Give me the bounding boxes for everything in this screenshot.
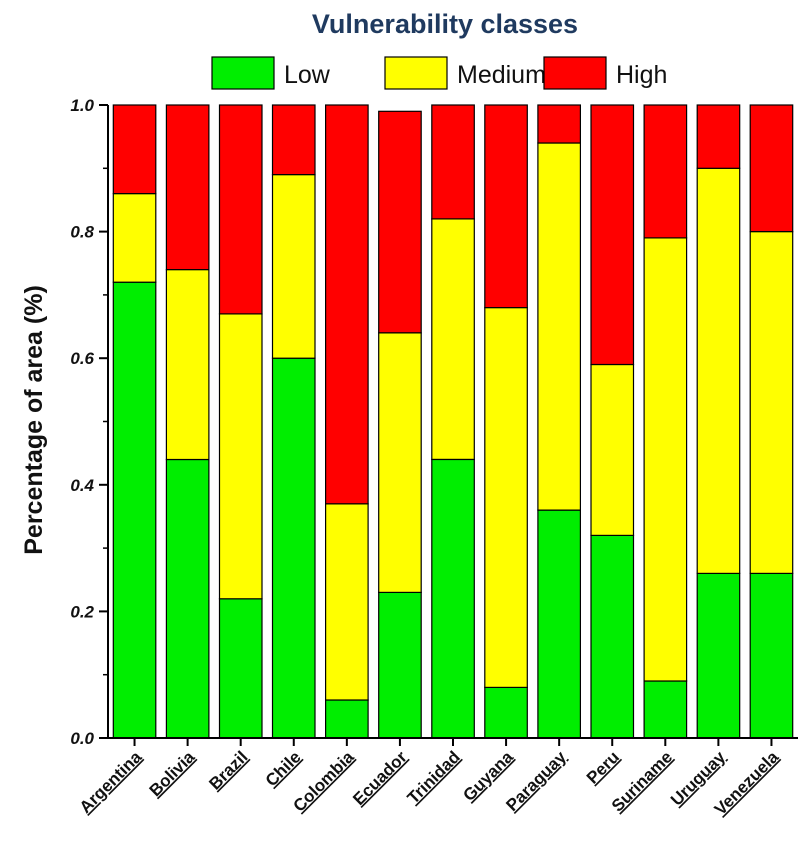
bar-medium-chile [271,174,316,359]
x-tick-label-peru: Peru [583,747,623,787]
bar-medium-peru [590,363,635,536]
bar-high-ecuador [378,110,422,334]
legend-label-high: High [616,61,667,89]
legend-title: Vulnerability classes [312,9,578,39]
bar-low-venezuela [749,572,794,739]
bar-medium-uruguay [696,167,741,575]
bar-high-venezuela [749,104,794,233]
bar-medium-guyana [484,307,528,688]
bars [112,104,794,739]
y-tick-label: 1.0 [70,96,94,115]
bar-medium-colombia [325,503,369,701]
bar-low-paraguay [537,509,582,739]
bar-low-bolivia [165,458,210,739]
y-axis-label: Percentage of area (%) [20,285,48,555]
bar-high-brazil [218,104,263,315]
bar-low-brazil [218,598,263,739]
bar-medium-suriname [643,237,688,682]
bar-high-bolivia [165,104,210,271]
x-tick-label-brazil: Brazil [205,747,251,793]
bar-high-colombia [325,104,369,505]
x-tick-label-chile: Chile [262,747,305,790]
legend-label-medium: Medium [457,61,546,89]
bar-low-suriname [643,680,688,739]
x-tick-label-bolivia: Bolivia [146,747,199,800]
y-tick-label: 0.2 [70,602,94,621]
x-tick-label-ecuador: Ecuador [349,747,411,809]
bar-low-uruguay [696,572,741,739]
bar-low-peru [590,534,635,739]
bar-high-argentina [112,104,157,195]
bar-medium-venezuela [749,231,794,574]
legend-swatch-medium [384,56,448,90]
bar-medium-trinidad [431,218,475,460]
bar-medium-bolivia [165,269,210,461]
y-tick-label: 0.6 [70,349,94,368]
bar-medium-ecuador [378,332,422,593]
bar-low-colombia [325,699,369,739]
bar-high-uruguay [696,104,741,169]
bar-high-trinidad [431,104,475,220]
bar-low-ecuador [378,591,422,739]
legend: Vulnerability classes Low Medium High [211,9,667,90]
bar-medium-brazil [218,313,263,600]
legend-swatch-high [543,56,607,90]
x-tick-label-argentina: Argentina [76,747,146,817]
x-tick-label-trinidad: Trinidad [404,747,464,807]
y-tick-label: 0.4 [70,476,94,495]
bar-high-chile [271,104,316,176]
bar-medium-argentina [112,193,157,283]
legend-swatch-low [211,56,275,90]
y-tick-label: 0.8 [70,223,94,242]
bar-medium-paraguay [537,142,582,511]
legend-label-low: Low [284,61,331,89]
bar-low-chile [271,357,316,739]
y-tick-label: 0.0 [70,729,94,748]
bar-high-peru [590,104,635,366]
bar-low-argentina [112,281,157,739]
bar-high-paraguay [537,104,582,144]
bar-low-trinidad [431,458,475,739]
bar-low-guyana [484,686,528,739]
bar-high-guyana [484,104,528,309]
bar-high-suriname [643,104,688,239]
